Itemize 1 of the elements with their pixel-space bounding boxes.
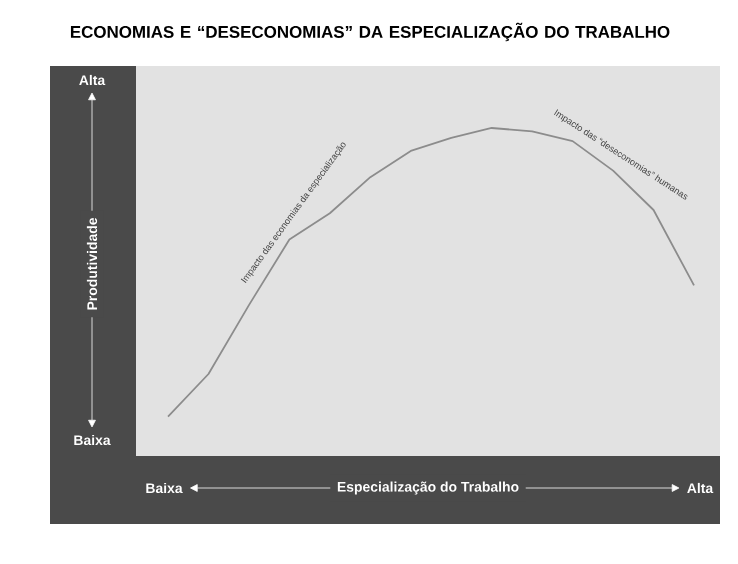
chart-title: ECONOMIAS E “DESECONOMIAS” DA ESPECIALIZAÇÃO DO TRABALHO bbox=[70, 22, 670, 42]
